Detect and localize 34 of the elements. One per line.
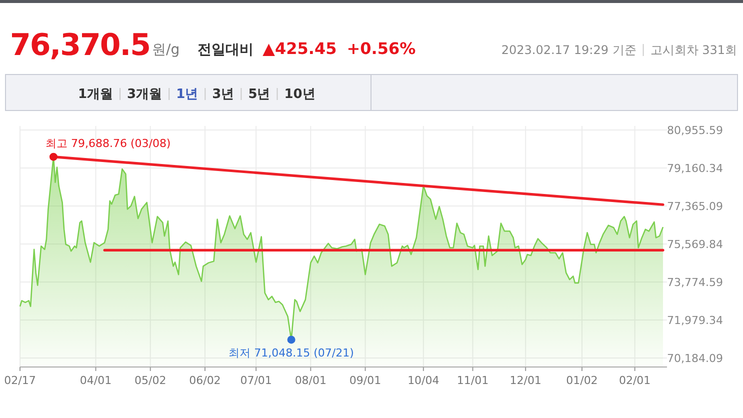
text: 5년 (248, 87, 270, 102)
y-tick-label: 77,365.09 (667, 200, 723, 214)
text: 1개월 (78, 87, 114, 102)
x-tick-label: 01/02 (566, 374, 598, 387)
text: +0.56% (346, 39, 416, 58)
x-tick-label: 11/01 (456, 374, 489, 387)
y-tick-label: 79,160.34 (667, 162, 723, 176)
y-tick-label: 73,774.59 (667, 276, 723, 290)
annotation: 최고 79,688.76 (03/08) (45, 136, 171, 150)
x-tick-label: 04/01 (80, 374, 112, 387)
y-tick-label: 75,569.84 (667, 238, 723, 252)
text: 3개월 (127, 87, 162, 102)
text: 2023.02.17 19:29 기준 (501, 43, 636, 57)
text: 10년 (284, 87, 316, 102)
x-tick-label: 02/01 (618, 374, 651, 387)
x-tick-label: 07/01 (240, 374, 272, 387)
text: ▲425.45 (262, 39, 337, 58)
x-tick-label: 12/01 (510, 374, 542, 387)
y-tick-label: 71,979.34 (667, 314, 723, 328)
x-tick-label: 06/02 (189, 374, 221, 387)
x-tick-label: 09/01 (349, 374, 382, 387)
text: 원/g (152, 42, 180, 58)
text: 3년 (212, 87, 234, 102)
text: 1년 (176, 87, 198, 102)
x-tick-label: 10/04 (408, 374, 440, 387)
y-tick-label: 70,184.09 (667, 352, 723, 366)
text: 전일대비 (198, 42, 254, 58)
text: 고시회차 331회 (650, 43, 737, 57)
chart-title: 76,370.5 (10, 28, 150, 63)
x-tick-label: 08/01 (294, 374, 327, 387)
y-tick-label: 80,955.59 (667, 124, 723, 137)
annotation: 최저 71,048.15 (07/21) (228, 346, 354, 360)
x-tick-label: 02/17 (4, 374, 36, 387)
x-tick-label: 05/02 (134, 374, 166, 387)
